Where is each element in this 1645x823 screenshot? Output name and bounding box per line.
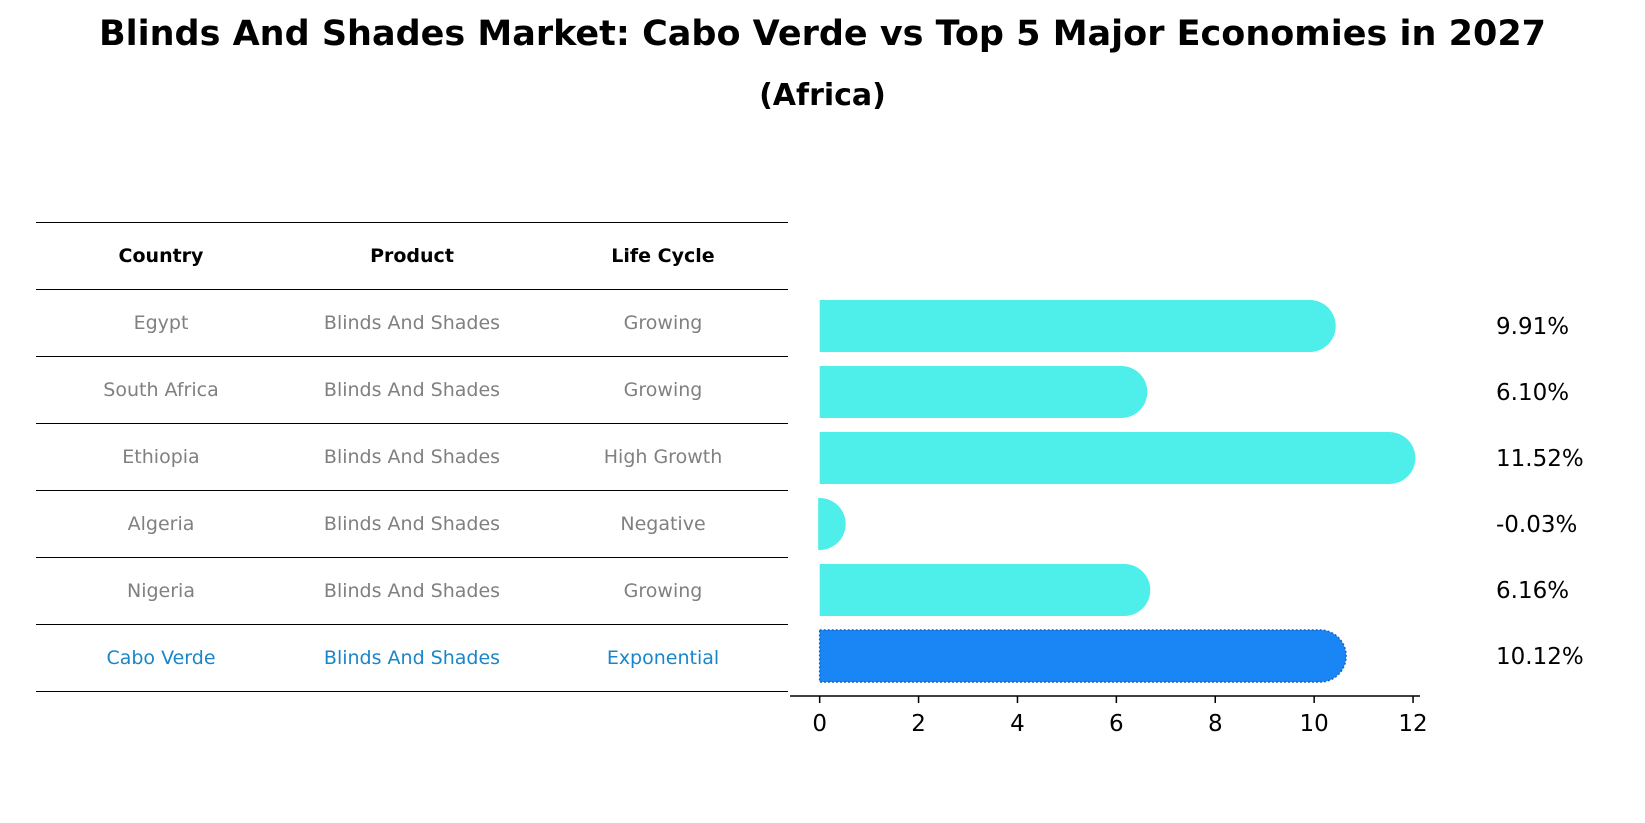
cell-country: South Africa xyxy=(36,356,286,424)
x-tick-label: 0 xyxy=(812,711,827,737)
cell-country: Ethiopia xyxy=(36,423,286,491)
table-header-row: Country Product Life Cycle xyxy=(36,222,788,290)
column-header-country: Country xyxy=(36,222,286,290)
cell-country: Algeria xyxy=(36,490,286,558)
table-row: Algeria Blinds And Shades Negative xyxy=(36,490,788,558)
cell-life-cycle: Growing xyxy=(538,289,788,357)
cell-product: Blinds And Shades xyxy=(286,557,538,625)
cell-product: Blinds And Shades xyxy=(286,490,538,558)
x-tick-label: 8 xyxy=(1208,711,1223,737)
bar xyxy=(818,498,846,550)
bar-highlighted xyxy=(818,629,1347,683)
bar-value-label: -0.03% xyxy=(1496,512,1577,538)
cell-country: Cabo Verde xyxy=(36,624,286,692)
cell-life-cycle: Growing xyxy=(538,356,788,424)
bar-value-label: 11.52% xyxy=(1496,446,1584,472)
bar-value-label: 6.16% xyxy=(1496,578,1569,604)
column-header-life-cycle: Life Cycle xyxy=(538,222,788,290)
bar xyxy=(819,432,1416,484)
cell-country: Egypt xyxy=(36,289,286,357)
x-tick-label: 10 xyxy=(1300,711,1329,737)
table-row: Egypt Blinds And Shades Growing xyxy=(36,289,788,357)
chart-subtitle: (Africa) xyxy=(759,78,886,113)
cell-product: Blinds And Shades xyxy=(286,624,538,692)
cell-life-cycle: Growing xyxy=(538,557,788,625)
table-row: Nigeria Blinds And Shades Growing xyxy=(36,557,788,625)
table-row: South Africa Blinds And Shades Growing xyxy=(36,356,788,424)
x-tick-label: 12 xyxy=(1398,711,1427,737)
x-tick-label: 2 xyxy=(911,711,926,737)
cell-life-cycle: Exponential xyxy=(538,624,788,692)
country-table: Country Product Life Cycle Egypt Blinds … xyxy=(36,222,788,692)
bar-value-label: 10.12% xyxy=(1496,644,1584,670)
x-tick-label: 4 xyxy=(1010,711,1025,737)
cell-life-cycle: High Growth xyxy=(538,423,788,491)
cell-product: Blinds And Shades xyxy=(286,423,538,491)
bar-value-label: 9.91% xyxy=(1496,314,1569,340)
cell-product: Blinds And Shades xyxy=(286,356,538,424)
growth-bar-chart: 9.91% 6.10% 11.52% -0.03% 6.16% 10.12% 0 2 4 6 8 10… xyxy=(790,300,1584,737)
bar xyxy=(819,366,1148,418)
table-row: Ethiopia Blinds And Shades High Growth xyxy=(36,423,788,491)
cell-country: Nigeria xyxy=(36,557,286,625)
column-header-product: Product xyxy=(286,222,538,290)
bar xyxy=(819,300,1336,352)
x-tick-label: 6 xyxy=(1109,711,1124,737)
cell-product: Blinds And Shades xyxy=(286,289,538,357)
bar-value-label: 6.10% xyxy=(1496,380,1569,406)
chart-title: Blinds And Shades Market: Cabo Verde vs … xyxy=(98,14,1547,54)
table-row-highlighted: Cabo Verde Blinds And Shades Exponential xyxy=(36,624,788,692)
bar xyxy=(819,564,1151,616)
cell-life-cycle: Negative xyxy=(538,490,788,558)
